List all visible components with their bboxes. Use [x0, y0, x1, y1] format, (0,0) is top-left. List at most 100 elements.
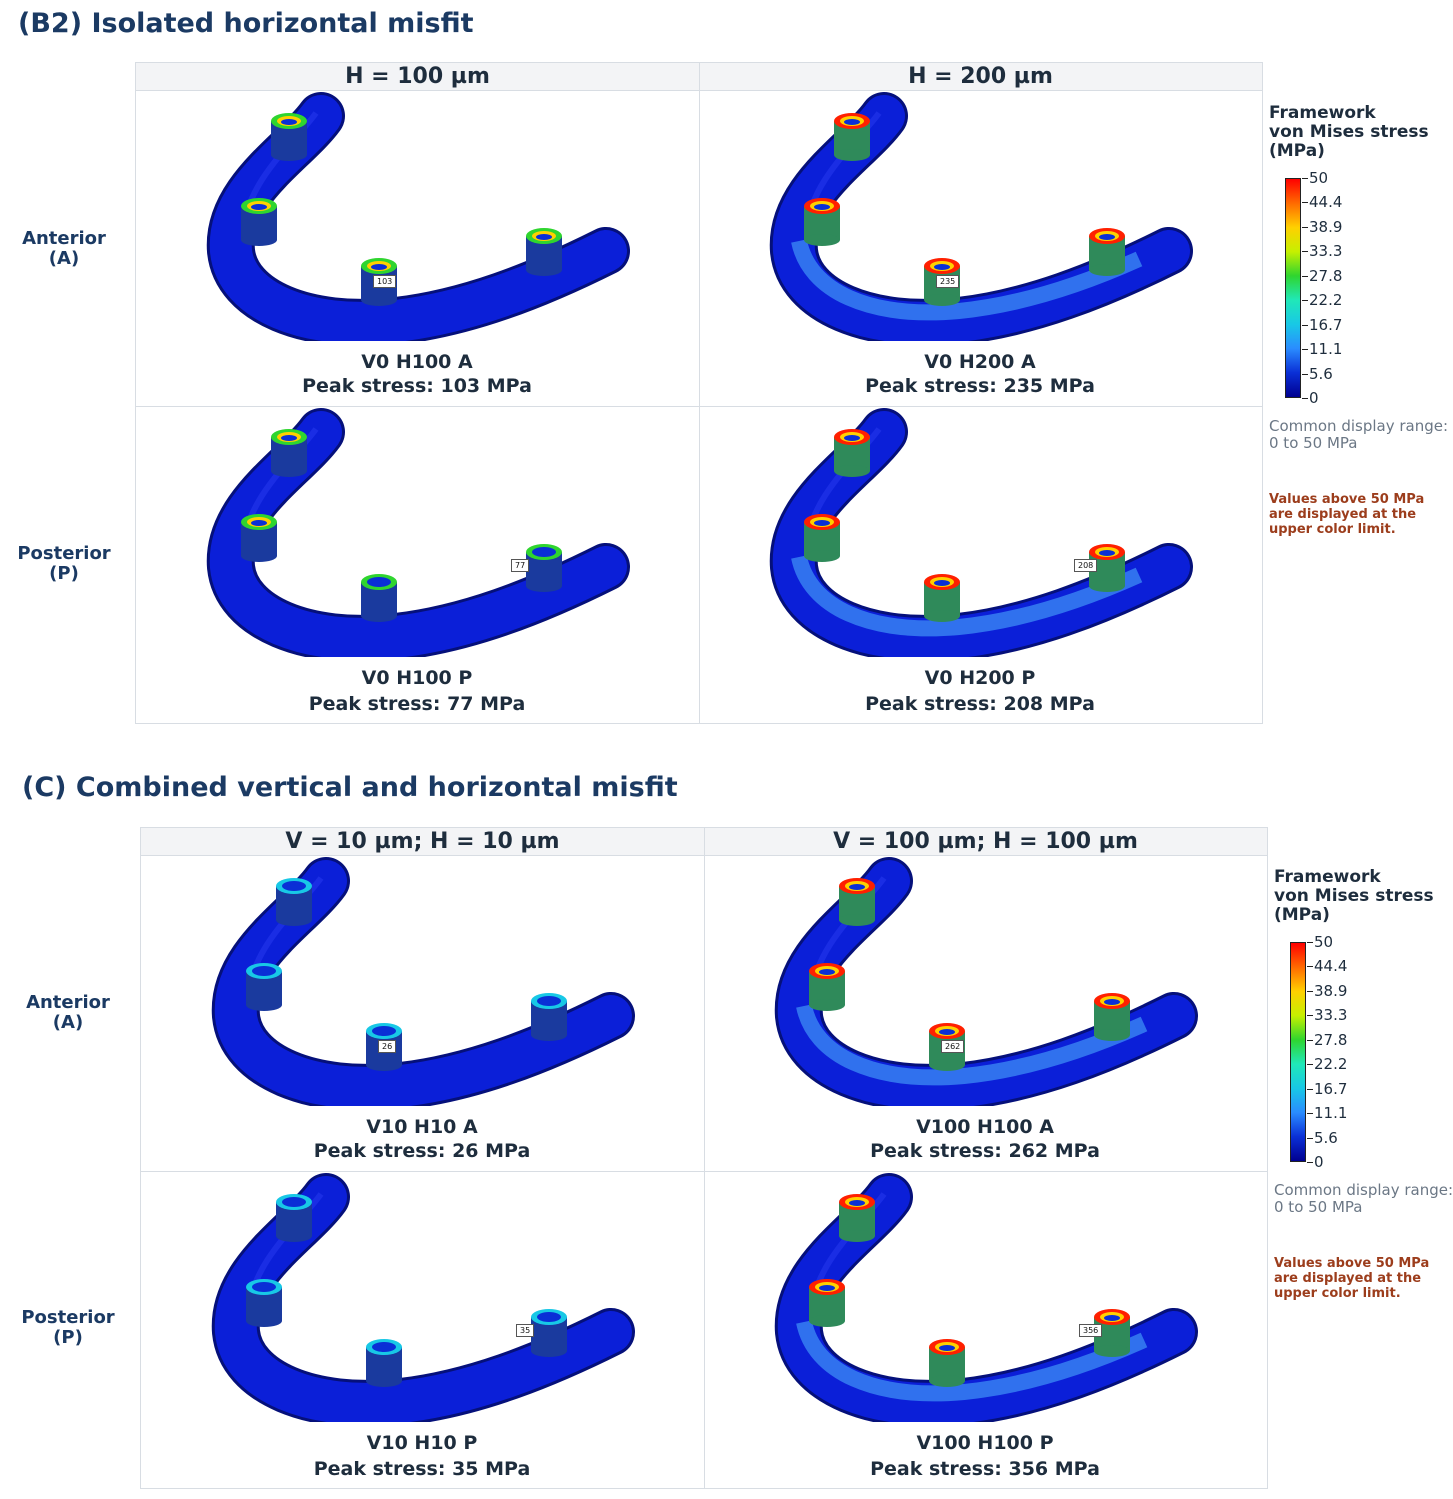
abutment-hole	[251, 520, 267, 526]
framework-bar-model	[206, 92, 630, 341]
peak-stress-label: Peak stress: 35 MPa	[313, 1458, 531, 1480]
abutment-cylinder	[246, 963, 282, 1011]
legend-color-bar	[1285, 178, 1301, 398]
abutment-hole	[819, 1285, 835, 1291]
peak-stress-label: Peak stress: 103 MPa	[302, 375, 532, 397]
abutment-base	[929, 1059, 965, 1071]
framework-stress-band	[791, 555, 1143, 637]
legend-tick-label: 50	[1306, 933, 1334, 951]
abutment-hole	[281, 435, 297, 441]
peak-value-tag: 35	[516, 1324, 535, 1337]
case-title: V0 H100 P	[361, 667, 473, 689]
abutment-hole	[934, 264, 950, 270]
abutment-hole	[939, 1345, 955, 1351]
abutment-base	[834, 465, 870, 477]
legend-tick-label: 50	[1301, 169, 1329, 187]
abutment-cylinder	[1094, 1309, 1130, 1357]
abutment-cylinder	[271, 113, 307, 161]
divider	[141, 1171, 1267, 1172]
framework-stress-band	[796, 1004, 1148, 1086]
legend-title: Framework von Mises stress (MPa)	[1274, 867, 1434, 925]
legend-tick-label: 38.9	[1306, 981, 1348, 1000]
framework-bar-model	[769, 408, 1193, 657]
row-label-anterior: Anterior (A)	[26, 992, 110, 1033]
abutment-hole	[1104, 999, 1120, 1005]
legend-tick-label: 22.2	[1301, 291, 1343, 310]
abutment-cylinder	[361, 574, 397, 622]
peak-stress-label: Peak stress: 208 MPa	[865, 693, 1095, 715]
case-title: V0 H200 A	[924, 351, 1036, 373]
legend-range-note: Common display range: 0 to 50 MPa	[1269, 417, 1449, 452]
case-title: V0 H100 A	[361, 351, 473, 373]
abutment-cylinder	[276, 1194, 312, 1242]
legend-tick-label: 5.6	[1302, 364, 1333, 383]
abutment-hole	[814, 204, 830, 210]
peak-value-tag: 77	[511, 559, 530, 572]
abutment-base	[839, 1230, 875, 1242]
color-legend: Framework von Mises stress (MPa) 50 44.4 38.9…	[1274, 868, 1453, 1308]
peak-value-tag: 103	[373, 275, 397, 288]
peak-stress-label: Peak stress: 26 MPa	[313, 1140, 531, 1162]
abutment-hole	[371, 580, 387, 586]
abutment-cylinder	[809, 1279, 845, 1327]
abutment-base	[526, 580, 562, 592]
abutment-hole	[934, 580, 950, 586]
abutment-hole	[541, 999, 557, 1005]
abutment-base	[271, 465, 307, 477]
abutment-cylinder	[804, 198, 840, 246]
abutment-hole	[844, 119, 860, 125]
abutment-cylinder	[804, 514, 840, 562]
legend-tick-label: 5.6	[1307, 1128, 1338, 1147]
abutment-cylinder	[834, 113, 870, 161]
abutment-cylinder	[809, 963, 845, 1011]
abutment-cylinder	[366, 1339, 402, 1387]
abutment-base	[361, 610, 397, 622]
case-title: V0 H200 P	[924, 667, 1036, 689]
framework-model-cell: 77 V0 H100 P Peak stress: 77 MPa	[136, 407, 698, 723]
peak-value-tag: 208	[1074, 559, 1098, 572]
peak-value-tag: 262	[941, 1040, 965, 1053]
peak-value-tag: 26	[378, 1040, 397, 1053]
section-title-c: (C) Combined vertical and horizontal mis…	[22, 772, 678, 803]
framework-model-cell: 35 V10 H10 P Peak stress: 35 MPa	[141, 1172, 703, 1488]
abutment-base	[804, 234, 840, 246]
framework-stress-band	[791, 239, 1143, 321]
abutment-hole	[286, 884, 302, 890]
abutment-base	[809, 1315, 845, 1327]
abutment-base	[241, 550, 277, 562]
framework-model-cell: 356 V100 H100 P Peak stress: 356 MPa	[704, 1172, 1266, 1488]
abutment-cylinder	[246, 1279, 282, 1327]
legend-title: Framework von Mises stress (MPa)	[1269, 103, 1429, 161]
abutment-base	[809, 999, 845, 1011]
abutment-base	[276, 1230, 312, 1242]
abutment-base	[531, 1345, 567, 1357]
abutment-hole	[256, 1285, 272, 1291]
legend-tick-label: 11.1	[1306, 1104, 1348, 1123]
abutment-cylinder	[1089, 228, 1125, 276]
legend-tick-label: 0	[1307, 1153, 1324, 1171]
peak-stress-label: Peak stress: 262 MPa	[870, 1140, 1100, 1162]
legend-tick-label: 16.7	[1301, 315, 1343, 334]
legend-tick-label: 27.8	[1306, 1030, 1348, 1049]
row-label-posterior: Posterior (P)	[17, 543, 111, 584]
divider	[699, 63, 700, 723]
legend-tick-label: 44.4	[1301, 193, 1343, 212]
abutment-cylinder	[834, 429, 870, 477]
legend-tick-label: 0	[1302, 389, 1319, 407]
abutment-hole	[1099, 550, 1115, 556]
column-header: V = 100 µm; H = 100 µm	[704, 828, 1267, 856]
abutment-hole	[536, 550, 552, 556]
abutment-cylinder	[929, 1339, 965, 1387]
row-label-anterior: Anterior (A)	[22, 228, 106, 269]
abutment-base	[246, 1315, 282, 1327]
abutment-base	[1089, 580, 1125, 592]
abutment-cylinder	[361, 258, 397, 306]
abutment-cylinder	[924, 574, 960, 622]
abutment-base	[929, 1375, 965, 1387]
abutment-hole	[251, 204, 267, 210]
peak-value-tag: 235	[936, 275, 960, 288]
abutment-base	[271, 149, 307, 161]
abutment-base	[834, 149, 870, 161]
framework-model-cell: 208 V0 H200 P Peak stress: 208 MPa	[699, 407, 1261, 723]
legend-tick-label: 22.2	[1306, 1055, 1348, 1074]
